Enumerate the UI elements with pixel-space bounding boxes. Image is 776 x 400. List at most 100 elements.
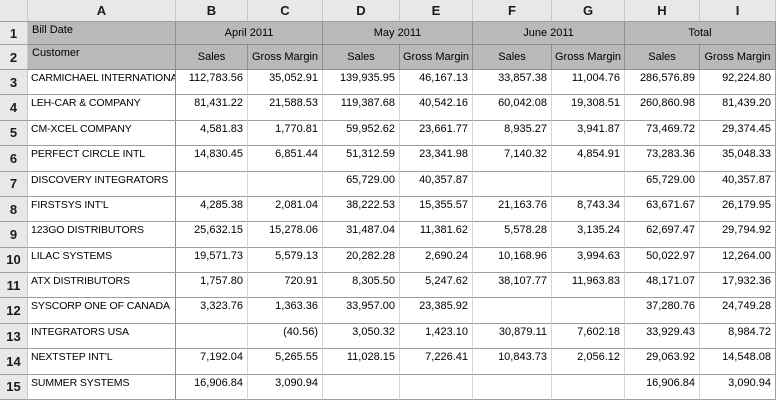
row-header-8[interactable]: 8 [0, 196, 28, 223]
cell-F15[interactable] [473, 374, 552, 400]
cell-E11[interactable]: 5,247.62 [400, 273, 473, 299]
row-header-13[interactable]: 13 [0, 323, 28, 350]
cell-H9[interactable]: 62,697.47 [625, 222, 700, 248]
cell-A8[interactable]: FIRSTSYS INT'L [28, 196, 176, 223]
cell-B6[interactable]: 14,830.45 [176, 146, 248, 172]
cell-C9[interactable]: 15,278.06 [248, 222, 323, 248]
cell-B8[interactable]: 4,285.38 [176, 196, 248, 223]
cell-E14[interactable]: 7,226.41 [400, 349, 473, 375]
cell-C2[interactable]: Gross Margin [248, 45, 323, 70]
cell-D15[interactable] [323, 374, 400, 400]
cell-A12[interactable]: SYSCORP ONE OF CANADA [28, 298, 176, 324]
cell-D12[interactable]: 33,957.00 [323, 298, 400, 324]
cell-H14[interactable]: 29,063.92 [625, 349, 700, 375]
cell-A3[interactable]: CARMICHAEL INTERNATIONAL [28, 70, 176, 96]
col-header-H[interactable]: H [625, 0, 700, 22]
row-header-14[interactable]: 14 [0, 349, 28, 375]
cell-B10[interactable]: 19,571.73 [176, 247, 248, 274]
cell-E7[interactable]: 40,357.87 [400, 171, 473, 197]
cell-F3[interactable]: 33,857.38 [473, 70, 552, 96]
cell-D6[interactable]: 51,312.59 [323, 146, 400, 172]
cell-G2[interactable]: Gross Margin [552, 45, 625, 70]
cell-G10[interactable]: 3,994.63 [552, 247, 625, 274]
cell-D4[interactable]: 119,387.68 [323, 95, 400, 121]
cell-F8[interactable]: 21,163.76 [473, 196, 552, 223]
row-header-1[interactable]: 1 [0, 22, 28, 45]
cell-F9[interactable]: 5,578.28 [473, 222, 552, 248]
cell-C8[interactable]: 2,081.04 [248, 196, 323, 223]
cell-B14[interactable]: 7,192.04 [176, 349, 248, 375]
cell-I10[interactable]: 12,264.00 [700, 247, 776, 274]
cell-F6[interactable]: 7,140.32 [473, 146, 552, 172]
cell-H4[interactable]: 260,860.98 [625, 95, 700, 121]
col-header-D[interactable]: D [323, 0, 400, 22]
cell-A2[interactable]: Customer [28, 45, 176, 70]
cell-C12[interactable]: 1,363.36 [248, 298, 323, 324]
cell-D1-month-group[interactable]: May 2011 [323, 22, 473, 45]
cell-F13[interactable]: 30,879.11 [473, 323, 552, 350]
cell-A4[interactable]: LEH-CAR & COMPANY [28, 95, 176, 121]
cell-G11[interactable]: 11,963.83 [552, 273, 625, 299]
cell-D9[interactable]: 31,487.04 [323, 222, 400, 248]
cell-C13[interactable]: (40.56) [248, 323, 323, 350]
cell-I5[interactable]: 29,374.45 [700, 120, 776, 147]
cell-D3[interactable]: 139,935.95 [323, 70, 400, 96]
row-header-15[interactable]: 15 [0, 374, 28, 400]
cell-D14[interactable]: 11,028.15 [323, 349, 400, 375]
cell-D8[interactable]: 38,222.53 [323, 196, 400, 223]
cell-C7[interactable] [248, 171, 323, 197]
cell-H11[interactable]: 48,171.07 [625, 273, 700, 299]
cell-B15[interactable]: 16,906.84 [176, 374, 248, 400]
cell-B3[interactable]: 112,783.56 [176, 70, 248, 96]
cell-D2[interactable]: Sales [323, 45, 400, 70]
cell-B2[interactable]: Sales [176, 45, 248, 70]
cell-A10[interactable]: LILAC SYSTEMS [28, 247, 176, 274]
cell-G9[interactable]: 3,135.24 [552, 222, 625, 248]
cell-A9[interactable]: 123GO DISTRIBUTORS [28, 222, 176, 248]
cell-G3[interactable]: 11,004.76 [552, 70, 625, 96]
cell-E12[interactable]: 23,385.92 [400, 298, 473, 324]
col-header-A[interactable]: A [28, 0, 176, 22]
col-header-F[interactable]: F [473, 0, 552, 22]
row-header-11[interactable]: 11 [0, 273, 28, 299]
cell-G15[interactable] [552, 374, 625, 400]
cell-I9[interactable]: 29,794.92 [700, 222, 776, 248]
cell-H1-month-group[interactable]: Total [625, 22, 776, 45]
cell-H15[interactable]: 16,906.84 [625, 374, 700, 400]
cell-H10[interactable]: 50,022.97 [625, 247, 700, 274]
cell-C15[interactable]: 3,090.94 [248, 374, 323, 400]
cell-F4[interactable]: 60,042.08 [473, 95, 552, 121]
cell-E15[interactable] [400, 374, 473, 400]
col-header-C[interactable]: C [248, 0, 323, 22]
cell-H13[interactable]: 33,929.43 [625, 323, 700, 350]
row-header-9[interactable]: 9 [0, 222, 28, 248]
cell-H8[interactable]: 63,671.67 [625, 196, 700, 223]
cell-I15[interactable]: 3,090.94 [700, 374, 776, 400]
cell-D5[interactable]: 59,952.62 [323, 120, 400, 147]
cell-C11[interactable]: 720.91 [248, 273, 323, 299]
cell-G14[interactable]: 2,056.12 [552, 349, 625, 375]
cell-I14[interactable]: 14,548.08 [700, 349, 776, 375]
cell-G12[interactable] [552, 298, 625, 324]
cell-D13[interactable]: 3,050.32 [323, 323, 400, 350]
cell-H7[interactable]: 65,729.00 [625, 171, 700, 197]
col-header-G[interactable]: G [552, 0, 625, 22]
cell-G8[interactable]: 8,743.34 [552, 196, 625, 223]
cell-F14[interactable]: 10,843.73 [473, 349, 552, 375]
cell-A7[interactable]: DISCOVERY INTEGRATORS [28, 171, 176, 197]
cell-I13[interactable]: 8,984.72 [700, 323, 776, 350]
cell-H3[interactable]: 286,576.89 [625, 70, 700, 96]
cell-F7[interactable] [473, 171, 552, 197]
cell-C6[interactable]: 6,851.44 [248, 146, 323, 172]
cell-E10[interactable]: 2,690.24 [400, 247, 473, 274]
cell-G7[interactable] [552, 171, 625, 197]
cell-F10[interactable]: 10,168.96 [473, 247, 552, 274]
cell-A15[interactable]: SUMMER SYSTEMS [28, 374, 176, 400]
cell-G4[interactable]: 19,308.51 [552, 95, 625, 121]
row-header-12[interactable]: 12 [0, 298, 28, 324]
cell-E5[interactable]: 23,661.77 [400, 120, 473, 147]
cell-B11[interactable]: 1,757.80 [176, 273, 248, 299]
row-header-5[interactable]: 5 [0, 120, 28, 147]
cell-B12[interactable]: 3,323.76 [176, 298, 248, 324]
cell-E4[interactable]: 40,542.16 [400, 95, 473, 121]
